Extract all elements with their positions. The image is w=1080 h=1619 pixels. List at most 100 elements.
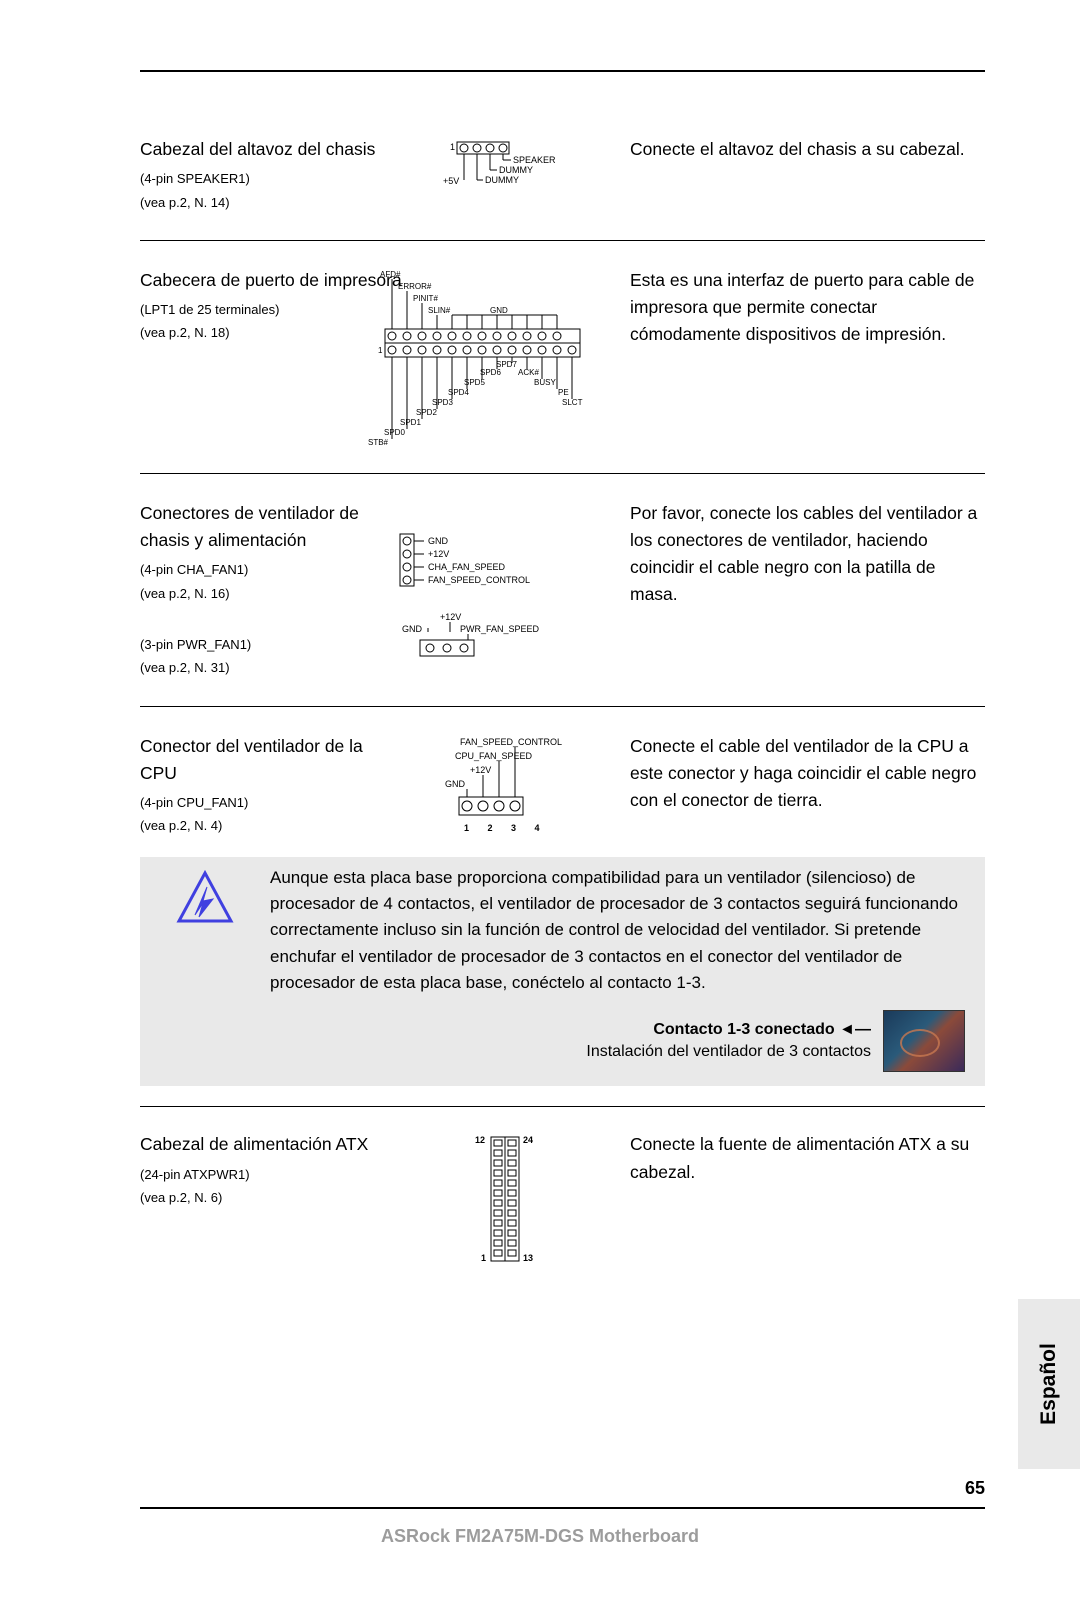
atx-sub2: (vea p.2, N. 6) [140,1186,390,1209]
note-body: Aunque esta placa base proporciona compa… [270,868,958,992]
svg-text:24: 24 [523,1135,533,1145]
arrow-icon: ◄— [839,1021,871,1038]
language-tab: Español [1018,1299,1080,1469]
svg-text:12: 12 [475,1135,485,1145]
divider-2 [140,473,985,474]
svg-text:AFD#: AFD# [380,270,401,279]
note-text-wrap: Aunque esta placa base proporciona compa… [270,865,965,1073]
atx-title: Cabezal de alimentación ATX [140,1131,390,1158]
chafan-sub4: (vea p.2, N. 31) [140,656,390,679]
atx-sub1: (24-pin ATXPWR1) [140,1163,390,1186]
section-chassis-fan: Conectores de ventilador de chasis y ali… [140,486,985,694]
divider-1 [140,240,985,241]
footer-title: ASRock FM2A75M-DGS Motherboard [0,1526,1080,1547]
warning-note: Aunque esta placa base proporciona compa… [140,857,985,1087]
section-printer: Cabecera de puerto de impresora (LPT1 de… [140,253,985,461]
top-rule [140,70,985,72]
svg-text:SPD1: SPD1 [400,418,421,427]
atx-right: Conecte la fuente de alimentación ATX a … [620,1131,985,1185]
atx-diagram: 12 24 1 [390,1131,620,1271]
chafan-desc: Por favor, conecte los cables del ventil… [630,500,985,609]
svg-text:SPD4: SPD4 [448,388,469,397]
svg-text:CPU_FAN_SPEED: CPU_FAN_SPEED [455,751,533,761]
footer-rule [140,1507,985,1509]
svg-text:FAN_SPEED_CONTROL: FAN_SPEED_CONTROL [428,575,530,585]
pin1-label: 1 [450,142,455,152]
cpufan-sub2: (vea p.2, N. 4) [140,814,390,837]
chafan-sub2: (vea p.2, N. 16) [140,582,390,605]
svg-text:SPD7: SPD7 [496,360,517,369]
pcb-photo [883,1010,965,1072]
chafan-diagram: GND +12V CHA_FAN_SPEED FAN_SPEED_CONTROL… [390,500,620,660]
svg-text:DUMMY: DUMMY [485,175,519,185]
note-caption-text: Contacto 1-3 conectado ◄— Instalación de… [586,1019,871,1064]
svg-text:1: 1 [378,346,383,355]
svg-text:SPD2: SPD2 [416,408,437,417]
svg-text:SLCT: SLCT [562,398,583,407]
svg-text:SLIN#: SLIN# [428,306,451,315]
speaker-desc: Conecte el altavoz del chasis a su cabez… [630,136,985,163]
note-caption-bold: Contacto 1-3 conectado [653,1021,834,1038]
chafan-sub1: (4-pin CHA_FAN1) [140,558,390,581]
note-caption-row: Contacto 1-3 conectado ◄— Instalación de… [270,1010,965,1072]
speaker-sub2: (vea p.2, N. 14) [140,191,390,214]
cpufan-right: Conecte el cable del ventilador de la CP… [620,733,985,814]
svg-text:SPEAKER: SPEAKER [513,155,556,165]
speaker-right: Conecte el altavoz del chasis a su cabez… [620,136,985,163]
svg-text:GND: GND [402,624,423,634]
printer-right: Esta es una interfaz de puerto para cabl… [620,267,985,348]
cpufan-title: Conector del ventilador de la CPU [140,733,390,787]
section-speaker: Cabezal del altavoz del chasis (4-pin SP… [140,122,985,228]
language-label: Español [1037,1343,1061,1425]
svg-text:SPD5: SPD5 [464,378,485,387]
svg-text:ACK#: ACK# [518,368,539,377]
svg-text:1 2 3 4: 1 2 3 4 [464,823,548,833]
svg-text:+5V: +5V [443,176,459,186]
svg-text:PE: PE [558,388,569,397]
divider-4 [140,1106,985,1107]
svg-text:PINIT#: PINIT# [413,294,438,303]
svg-text:SPD3: SPD3 [432,398,453,407]
printer-sub2: (vea p.2, N. 18) [140,321,320,344]
note-caption-sub: Instalación del ventilador de 3 contacto… [586,1043,871,1060]
chafan-right: Por favor, conecte los cables del ventil… [620,500,985,609]
cpufan-sub1: (4-pin CPU_FAN1) [140,791,390,814]
speaker-diagram: 1 SPEAKER DUMMY DUMMY +5V [390,136,620,196]
warning-icon [140,865,270,929]
section-cpu-fan: Conector del ventilador de la CPU (4-pin… [140,719,985,857]
document-page: Cabezal del altavoz del chasis (4-pin SP… [0,0,1080,1619]
cpufan-desc: Conecte el cable del ventilador de la CP… [630,733,985,814]
svg-text:SPD6: SPD6 [480,368,501,377]
svg-text:STB#: STB# [368,438,389,447]
svg-text:+12V: +12V [470,765,491,775]
svg-text:1: 1 [481,1253,486,1263]
svg-text:FAN_SPEED_CONTROL: FAN_SPEED_CONTROL [460,737,562,747]
svg-text:GND: GND [490,306,508,315]
divider-3 [140,706,985,707]
speaker-sub1: (4-pin SPEAKER1) [140,167,390,190]
svg-text:+12V: +12V [440,612,461,622]
printer-title: Cabecera de puerto de impresora [140,267,320,294]
printer-diagram: AFD# ERROR# PINIT# SLIN# GND [320,267,620,447]
svg-text:ERROR#: ERROR# [398,282,432,291]
printer-desc: Esta es una interfaz de puerto para cabl… [630,267,985,348]
svg-text:DUMMY: DUMMY [499,165,533,175]
printer-left: Cabecera de puerto de impresora (LPT1 de… [140,267,320,345]
section-atx: Cabezal de alimentación ATX (24-pin ATXP… [140,1117,985,1285]
svg-text:PWR_FAN_SPEED: PWR_FAN_SPEED [460,624,540,634]
svg-text:SPD0: SPD0 [384,428,405,437]
svg-text:GND: GND [445,779,466,789]
chafan-left: Conectores de ventilador de chasis y ali… [140,500,390,680]
svg-text:CHA_FAN_SPEED: CHA_FAN_SPEED [428,562,506,572]
svg-text:BUSY: BUSY [534,378,556,387]
chafan-sub3: (3-pin PWR_FAN1) [140,633,390,656]
atx-left: Cabezal de alimentación ATX (24-pin ATXP… [140,1131,390,1209]
atx-desc: Conecte la fuente de alimentación ATX a … [630,1131,985,1185]
cpufan-left: Conector del ventilador de la CPU (4-pin… [140,733,390,838]
svg-text:GND: GND [428,536,449,546]
page-number: 65 [965,1478,985,1499]
cpufan-diagram: FAN_SPEED_CONTROL CPU_FAN_SPEED +12V GND… [390,733,620,843]
printer-sub1: (LPT1 de 25 terminales) [140,298,320,321]
chafan-title: Conectores de ventilador de chasis y ali… [140,500,390,554]
speaker-title: Cabezal del altavoz del chasis [140,136,390,163]
